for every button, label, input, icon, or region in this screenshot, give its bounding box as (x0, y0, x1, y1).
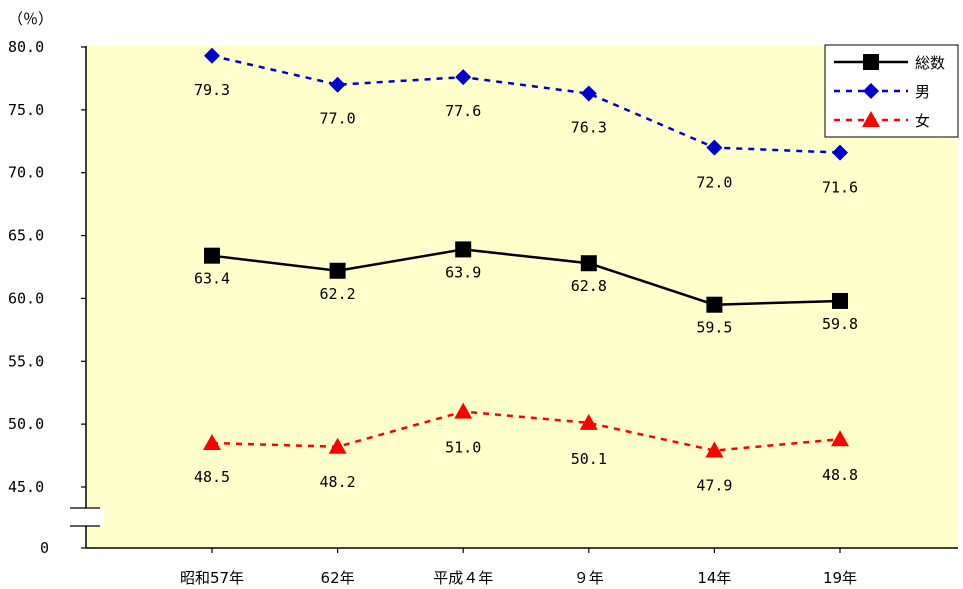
data-point (329, 76, 346, 93)
series-line (211, 248, 841, 306)
x-tick-label: 平成４年 (433, 569, 493, 587)
legend-marker (862, 111, 880, 127)
legend-label: 男 (915, 83, 930, 101)
axis-break-gap (70, 508, 104, 526)
data-label: 48.8 (822, 466, 858, 484)
y-unit-label: （％） (8, 10, 53, 28)
data-point (706, 296, 723, 313)
data-label: 77.6 (445, 102, 481, 120)
y-tick-label: 65.0 (8, 227, 44, 245)
y-tick-label: 80.0 (8, 38, 44, 56)
y-tick-label: 50.0 (8, 415, 44, 433)
series-line (211, 410, 841, 452)
data-point (329, 262, 346, 279)
data-point (706, 139, 723, 156)
data-point (455, 69, 472, 86)
data-point (454, 402, 473, 419)
data-label: 50.1 (571, 450, 607, 468)
legend-label: 総数 (915, 54, 945, 72)
x-tick-label: 19年 (823, 569, 857, 587)
plot-area (86, 46, 958, 548)
y-tick-label: 75.0 (8, 101, 44, 119)
data-point (831, 430, 849, 447)
data-point (580, 85, 597, 102)
data-point (580, 255, 597, 272)
series-markers (203, 47, 849, 458)
data-label: 76.3 (571, 119, 607, 137)
data-label: 62.2 (320, 285, 356, 303)
data-label: 59.8 (822, 315, 858, 333)
x-tick-label: 昭和57年 (180, 569, 244, 587)
x-axis: 昭和57年 62年 平成４年 ９年 14年 19年 (86, 547, 958, 587)
data-label: 51.0 (445, 439, 481, 457)
x-tick-label: 14年 (697, 569, 731, 587)
data-point (832, 292, 848, 309)
y-tick-label: 45.0 (8, 478, 44, 496)
data-label: 63.4 (194, 270, 230, 288)
data-point (204, 247, 220, 264)
data-point (832, 144, 848, 161)
data-point (328, 437, 347, 454)
data-point (203, 434, 221, 450)
data-label: 71.6 (822, 179, 858, 197)
data-label: 59.5 (696, 319, 732, 337)
data-labels: 63.4 62.2 63.9 62.8 59.5 59.8 79.3 77.0 77.6 76.3… (194, 81, 858, 495)
legend-marker (863, 83, 879, 99)
data-point (455, 241, 472, 258)
data-label: 79.3 (194, 81, 230, 99)
data-label: 63.9 (445, 263, 481, 281)
x-tick-label: 62年 (321, 569, 355, 587)
data-label: 72.0 (696, 174, 732, 192)
data-label: 48.2 (320, 473, 356, 491)
data-label: 47.9 (696, 477, 732, 495)
legend-marker (863, 54, 879, 70)
x-tick-label: ９年 (574, 569, 604, 587)
data-point (579, 413, 598, 430)
data-label: 48.5 (194, 468, 230, 486)
data-label: 62.8 (571, 277, 607, 295)
y-axis: 80.0 75.0 70.0 65.0 60.0 55.0 50.0 45.0 0 (8, 38, 104, 557)
data-point (204, 47, 220, 64)
data-label: 77.0 (320, 110, 356, 128)
data-point (705, 441, 724, 458)
y-tick-label-zero: 0 (40, 539, 49, 557)
y-tick-label: 55.0 (8, 352, 44, 370)
y-tick-label: 60.0 (8, 289, 44, 307)
y-tick-label: 70.0 (8, 164, 44, 182)
legend-label: 女 (915, 112, 930, 130)
series-lines (211, 54, 841, 452)
